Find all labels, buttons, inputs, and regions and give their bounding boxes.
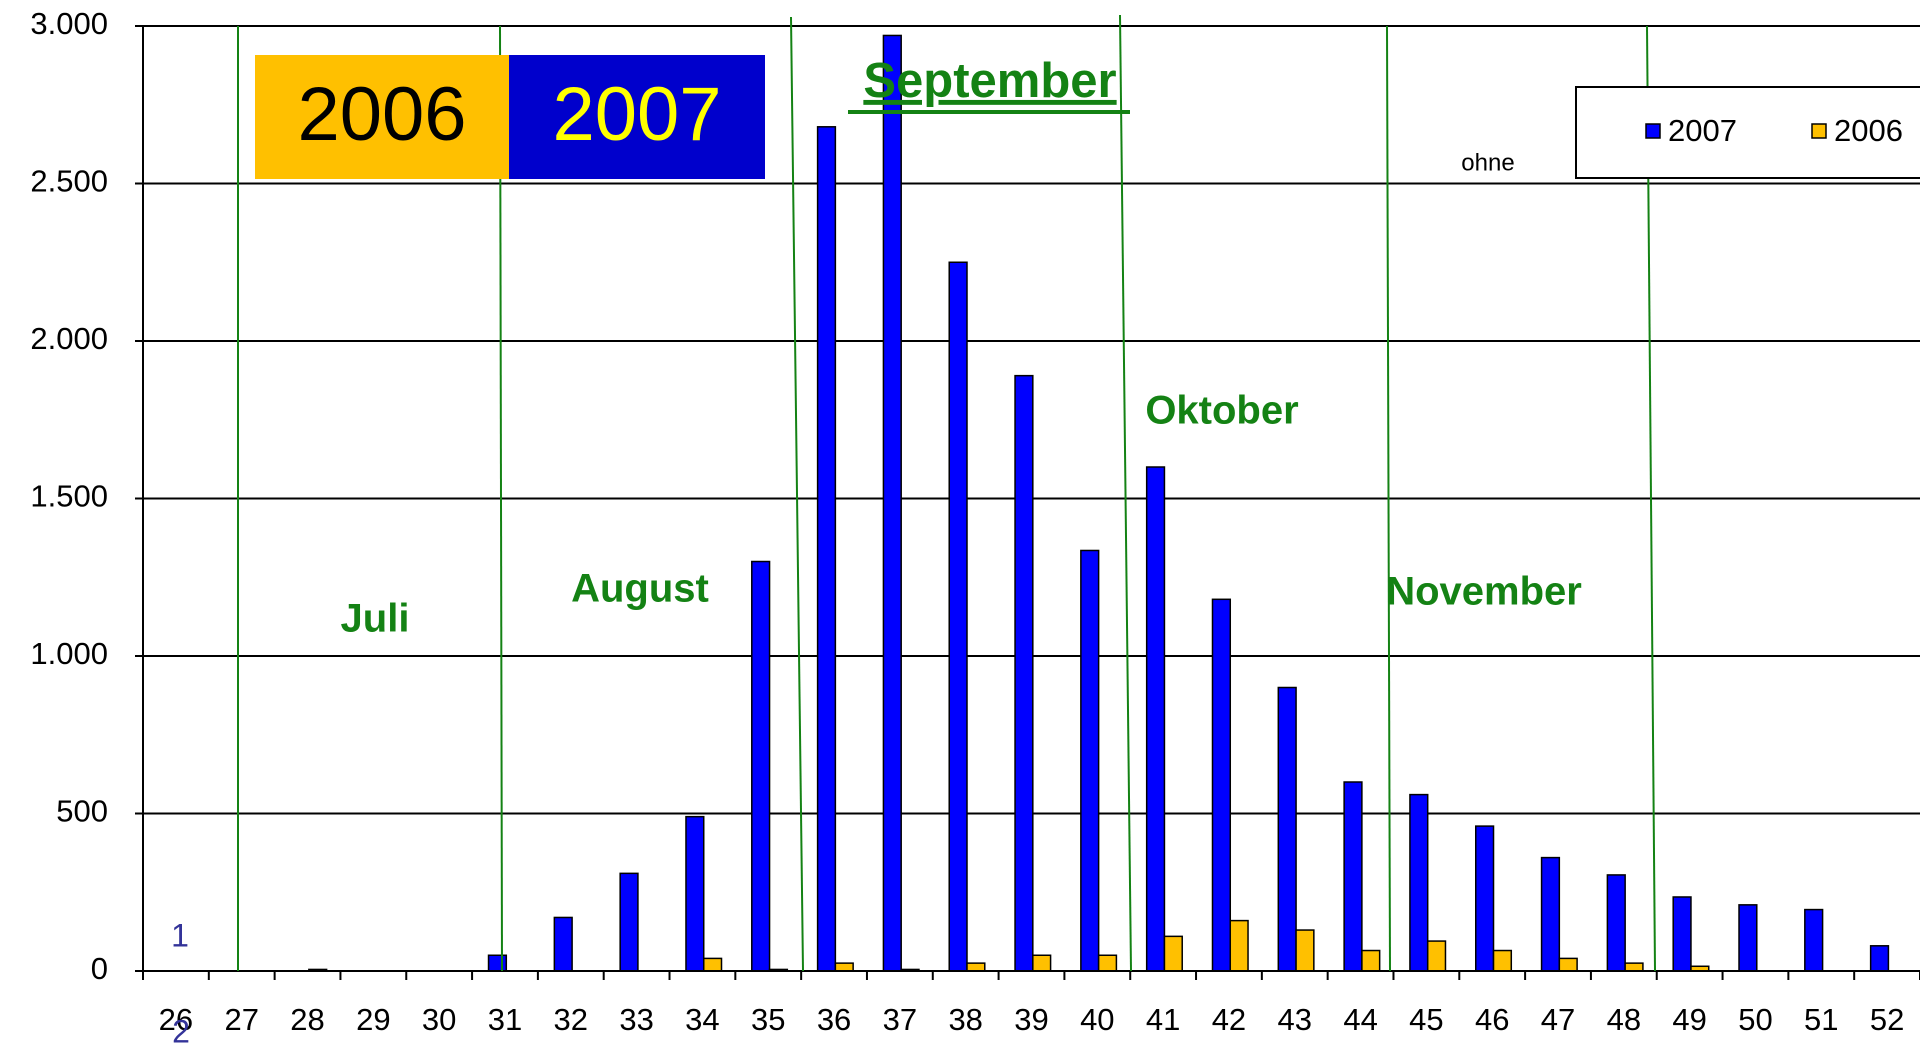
bar: [1540, 856, 1561, 972]
bar: [1606, 874, 1626, 972]
bar: [487, 954, 508, 972]
note: 1: [171, 917, 189, 953]
bar: [1624, 962, 1644, 972]
label-2007: 2007: [552, 72, 721, 157]
bar: [816, 126, 837, 972]
y-tick-label: 1.000: [30, 636, 108, 671]
y-tick-label: 500: [56, 794, 108, 829]
divider: [499, 25, 503, 972]
x-tick-label: 48: [1607, 1002, 1641, 1037]
y-tick-label: 2.000: [30, 321, 108, 356]
legend-label: 2007: [1668, 113, 1737, 148]
bar: [1361, 949, 1381, 972]
bar: [1492, 949, 1513, 972]
x-tick-label: 29: [356, 1002, 390, 1037]
bar: [1295, 929, 1315, 972]
x-tick-label: 52: [1870, 1002, 1904, 1037]
x-tick-label: 31: [488, 1002, 522, 1037]
y-tick-label: 0: [91, 951, 108, 986]
label-box-2006: [255, 55, 509, 179]
bar: [751, 560, 771, 972]
divider: [790, 16, 804, 972]
bar: [966, 962, 986, 972]
legend-box: [1575, 86, 1920, 179]
legend-swatch: [1645, 123, 1661, 139]
bar: [1738, 904, 1758, 972]
x-tick-label: 44: [1343, 1002, 1377, 1037]
legend: 2007 2006: [1575, 86, 1920, 179]
x-tick-label: 27: [224, 1002, 258, 1037]
bar: [1163, 935, 1183, 972]
y-tick-label: 2.500: [30, 164, 108, 199]
x-tick-label: 50: [1738, 1002, 1772, 1037]
bar: [619, 872, 639, 972]
plot-area: 0 500 1.000 1.500 2.000 2.500 3.000 26 27 28 29 30 3…: [30, 6, 1920, 1037]
month-label: Oktober: [1145, 389, 1298, 433]
x-tick-label: 43: [1278, 1002, 1312, 1037]
x-tick-label: 46: [1475, 1002, 1509, 1037]
month-label: September: [863, 54, 1116, 108]
month-label: November: [1386, 570, 1582, 614]
x-tick-label: 40: [1080, 1002, 1114, 1037]
bar: [1869, 945, 1890, 972]
label-2006: 2006: [297, 72, 466, 157]
x-tick-label: 36: [817, 1002, 851, 1037]
y-tick-label: 1.500: [30, 479, 108, 514]
x-tick-label: 45: [1409, 1002, 1443, 1037]
bar: [834, 962, 854, 972]
x-tick-label: 33: [619, 1002, 653, 1037]
bar: [1343, 781, 1363, 972]
bar: [1672, 896, 1692, 972]
note: ohne: [1461, 149, 1514, 176]
legend-label: 2006: [1834, 113, 1903, 148]
x-tick-label: 49: [1672, 1002, 1706, 1037]
bar: [1080, 549, 1100, 972]
bar: [553, 916, 573, 972]
bar: [1804, 908, 1824, 972]
bar: [1277, 686, 1297, 972]
bar: [948, 261, 968, 972]
bar: [702, 957, 723, 972]
bar: [1014, 374, 1034, 972]
legend-swatch: [1811, 123, 1827, 139]
note: 2: [172, 1013, 190, 1049]
bar: [1426, 940, 1447, 972]
x-tick-label: 47: [1541, 1002, 1575, 1037]
x-tick-label: 26: [159, 1002, 193, 1037]
bar: [882, 34, 902, 972]
x-tick-label: 28: [290, 1002, 324, 1037]
x-tick-label: 34: [685, 1002, 719, 1037]
x-tick-label: 41: [1146, 1002, 1180, 1037]
month-label: Juli: [341, 597, 410, 641]
bar: [1211, 598, 1232, 972]
x-tick-label: 30: [422, 1002, 456, 1037]
x-tick-label: 35: [751, 1002, 785, 1037]
month-dividers: [237, 14, 1656, 972]
bar: [1097, 954, 1118, 972]
bar: [1229, 919, 1249, 972]
x-tick-label: 37: [883, 1002, 917, 1037]
bar: [1558, 957, 1578, 972]
bar: [1145, 466, 1166, 972]
month-label: August: [571, 567, 709, 611]
label-box-2007: [509, 55, 765, 179]
y-tick-label: 3.000: [30, 6, 108, 41]
x-tick-label: 39: [1014, 1002, 1048, 1037]
divider: [1119, 14, 1132, 972]
divider: [1646, 25, 1656, 972]
x-tick-label: 32: [554, 1002, 588, 1037]
divider: [1386, 25, 1391, 972]
x-tick-label: 38: [948, 1002, 982, 1037]
bar: [685, 815, 705, 972]
x-tick-label: 42: [1212, 1002, 1246, 1037]
x-tick-label: 51: [1804, 1002, 1838, 1037]
bar: [1032, 954, 1052, 972]
bar: [1409, 793, 1429, 972]
bar: [1475, 825, 1495, 972]
